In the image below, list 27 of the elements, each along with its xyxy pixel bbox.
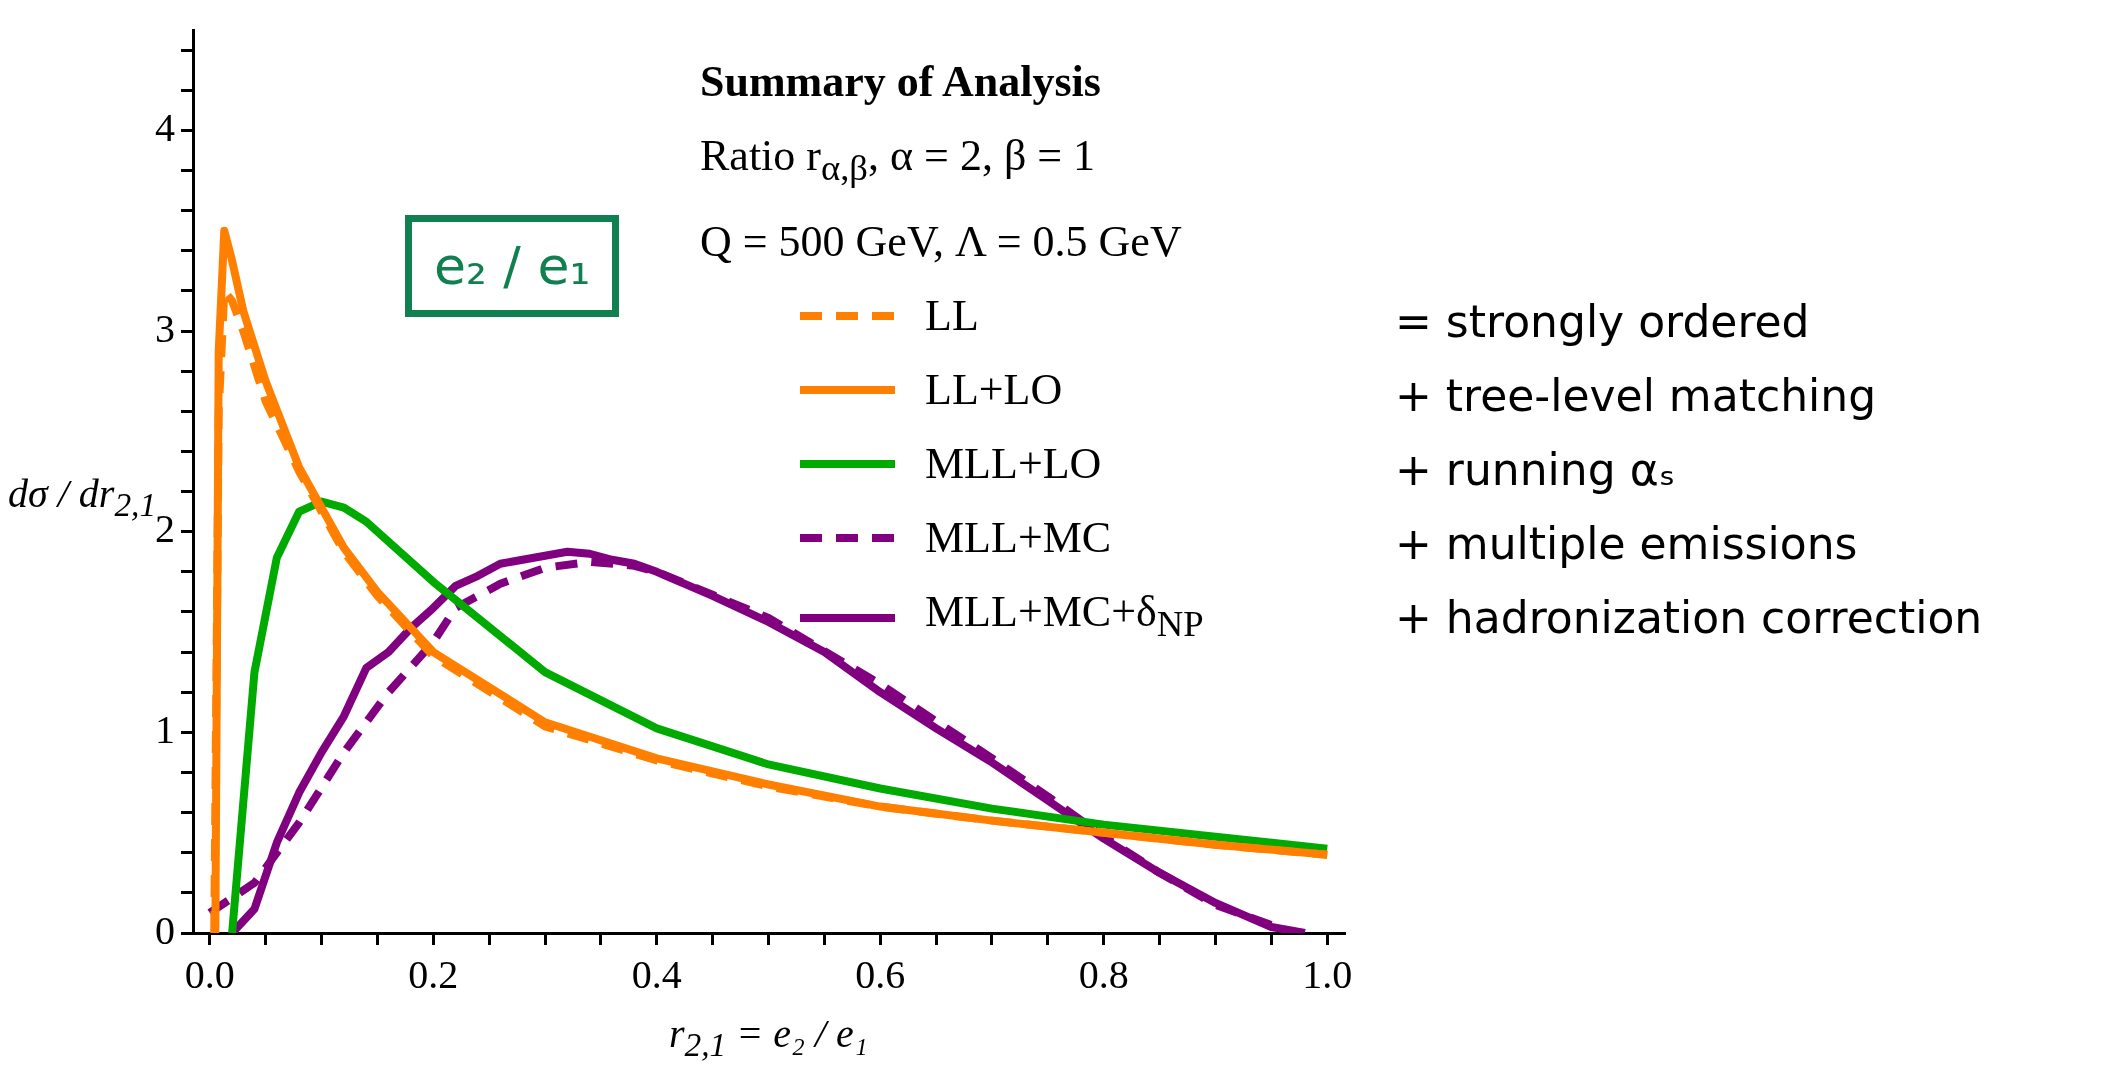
legend-label: MLL+LO <box>925 437 1102 490</box>
y-tick-label: 1 <box>155 706 175 752</box>
legend-label: MLL+MC+δ$_{NP}$ <box>925 585 1204 646</box>
x-tick-label: 1.0 <box>1302 951 1353 997</box>
x-tick-label: 0.8 <box>1078 951 1129 997</box>
legend-label: LL+LO <box>925 363 1063 416</box>
legend-label: MLL+MC <box>925 511 1112 564</box>
x-tick-label: 0.4 <box>631 951 682 997</box>
x-tick-label: 0.2 <box>408 951 459 997</box>
x-tick-label: 0.0 <box>184 951 235 997</box>
text: + running αₛ <box>1395 443 1677 497</box>
y-tick-label: 2 <box>155 506 175 552</box>
text: + multiple emissions <box>1395 517 1859 571</box>
text: = strongly ordered <box>1395 295 1811 349</box>
y-axis-title: dσ / dr$_{2,1}$ <box>8 470 157 523</box>
annotation: Q = 500 GeV, Λ = 0.5 GeV <box>700 215 1183 268</box>
boxed-text: e₂ / e₁ <box>405 215 620 317</box>
text: + hadronization correction <box>1395 591 1983 645</box>
y-tick-label: 0 <box>155 907 175 953</box>
y-tick-label: 4 <box>155 104 175 150</box>
legend-label: LL <box>925 289 979 342</box>
x-axis-title: r$_{2,1}$ = e₂ / e₁ <box>669 1010 868 1064</box>
y-tick-label: 3 <box>155 305 175 351</box>
x-tick-label: 0.6 <box>855 951 906 997</box>
legend-title: Summary of Analysis <box>700 56 1102 108</box>
text: + tree-level matching <box>1395 369 1878 423</box>
annotation: Ratio r$_{α,β}$, α = 2, β = 1 <box>700 130 1097 190</box>
